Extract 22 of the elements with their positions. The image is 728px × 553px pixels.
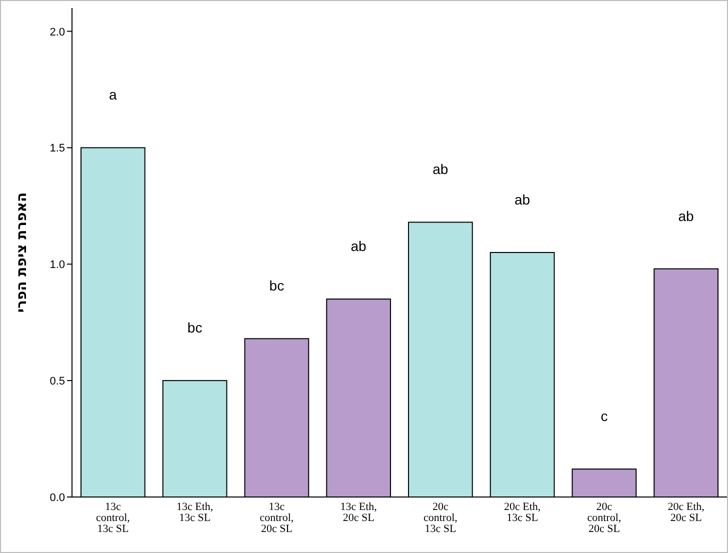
annotation: bc <box>269 278 284 294</box>
y-tick-label: 0.5 <box>50 376 65 388</box>
x-tick-label: 20c control, 13c SL <box>423 501 458 535</box>
y-tick-label: 1.0 <box>50 259 65 272</box>
annotation: bc <box>187 320 202 336</box>
y-tick-label: 1.5 <box>50 142 65 155</box>
y-axis-title: האפרת ציפת הפרי <box>14 192 30 313</box>
annotation: ab <box>432 161 448 178</box>
x-tick-label: 20c Eth, 20c SL <box>668 501 705 524</box>
annotation: c <box>600 408 608 424</box>
x-tick-label: 20c control, 20c SL <box>587 501 622 535</box>
x-tick-label: 13c control, 13c SL <box>96 501 130 535</box>
annotation: a <box>109 86 118 103</box>
annotation: ab <box>678 208 694 224</box>
y-tick-label: 0.0 <box>50 492 65 504</box>
y-tick-label: 2.0 <box>50 26 65 38</box>
x-tick-label: 20c Eth, 13c SL <box>504 501 541 524</box>
annotation: ab <box>514 192 530 208</box>
x-tick-label: 13c Eth, 20c SL <box>340 501 378 524</box>
annotation: ab <box>350 238 367 254</box>
x-tick-label: 13c control, 20c SL <box>260 501 294 535</box>
x-tick-label: 13c Eth, 13c SL <box>176 501 214 524</box>
